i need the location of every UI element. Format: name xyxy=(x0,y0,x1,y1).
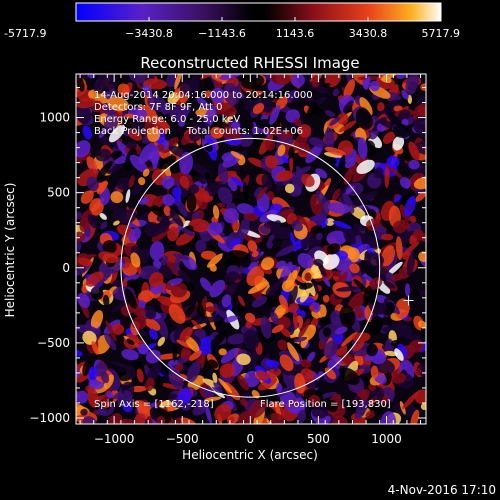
y-tick-label: −500 xyxy=(37,336,70,350)
footer-timestamp: 4-Nov-2016 17:10 xyxy=(388,483,496,497)
colorbar-tick-label: -5717.9 xyxy=(4,27,46,40)
info-line-4: Back Projection Total counts: 1.02E+06 xyxy=(94,126,303,137)
axis-ticks: −1000 −500 0 500 1000 1000 500 0 −500 −1000 xyxy=(29,74,426,446)
image-panel: −1000 −500 0 500 1000 1000 500 0 −500 −1000 14-Au… xyxy=(29,73,427,446)
colorbar-tick-label: 1143.6 xyxy=(276,27,315,40)
flare-crosshair-marker xyxy=(403,295,414,306)
colorbar-tick-label: 5717.9 xyxy=(422,27,461,40)
x-tick-label: −500 xyxy=(166,432,199,446)
colorbar-tick-label: −1143.6 xyxy=(198,27,246,40)
x-tick-label: 0 xyxy=(246,432,254,446)
info-line-1: 14-Aug-2014 20:04:16.000 to 20:14:16.000 xyxy=(94,90,313,101)
y-tick-label: −1000 xyxy=(29,411,70,425)
reconstructed-image-map xyxy=(76,74,426,424)
colorbar-strip xyxy=(75,2,442,22)
y-tick-label: 0 xyxy=(62,261,70,275)
y-tick-label: 500 xyxy=(47,186,70,200)
y-axis-label: Heliocentric Y (arcsec) xyxy=(3,183,17,318)
plot-frame xyxy=(75,73,427,425)
colorbar: -5717.9 −3430.8 −1143.6 1143.6 3430.8 5717.9 xyxy=(4,2,460,40)
x-tick-label: 500 xyxy=(307,432,330,446)
x-tick-label: −1000 xyxy=(94,432,135,446)
colorbar-tick-label: −3430.8 xyxy=(125,27,173,40)
colorbar-tick-label: 3430.8 xyxy=(349,27,388,40)
solar-limb-circle xyxy=(120,137,381,398)
x-tick-label: 1000 xyxy=(371,432,402,446)
y-tick-label: 1000 xyxy=(39,111,70,125)
flare-position-label: Flare Position = [193,830] xyxy=(260,399,391,410)
spin-axis-label: Spin Axis = [1162,-218] xyxy=(94,399,214,410)
plot-title: Reconstructed RHESSI Image xyxy=(140,54,359,72)
info-line-2: Detectors: 7F 8F 9F, Att 0 xyxy=(94,102,222,113)
x-axis-label: Heliocentric X (arcsec) xyxy=(182,448,318,462)
info-line-3: Energy Range: 6.0 - 25.0 keV xyxy=(94,114,240,125)
colorbar-ticks: -5717.9 −3430.8 −1143.6 1143.6 3430.8 5717.9 xyxy=(4,17,460,40)
